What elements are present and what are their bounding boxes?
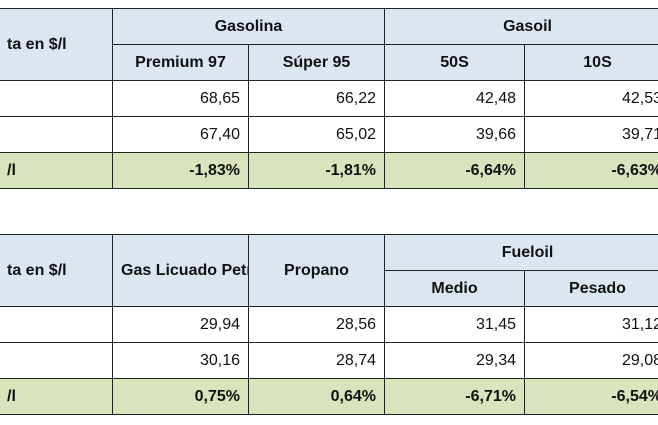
price-cell: 42,53: [524, 80, 658, 117]
price-cell: 29,34: [384, 342, 525, 379]
variation-cell: 0,64%: [248, 378, 385, 415]
variation-row: /l -1,83% -1,81% -6,64% -6,63%: [0, 152, 658, 189]
variation-cell: -6,54%: [524, 378, 658, 415]
price-cell: 39,66: [384, 116, 526, 153]
fuel-price-table-gasolina-gasoil: ta en $/l Gasolina Gasoil Premium 97 Súp…: [0, 8, 658, 189]
column-header-gas-licuado-petroleo: Gas Licuado Petróleo: [112, 234, 249, 307]
corner-header: ta en $/l: [0, 234, 113, 307]
row-label: [0, 306, 113, 343]
column-header-50s: 50S: [384, 44, 526, 81]
column-header-pesado: Pesado: [524, 270, 658, 307]
price-cell: 29,94: [112, 306, 249, 343]
price-cell: 31,45: [384, 306, 525, 343]
column-header-propano: Propano: [248, 234, 385, 307]
price-cell: 31,12: [524, 306, 658, 343]
price-cell: 28,56: [248, 306, 385, 343]
table-row: 30,16 28,74 29,34 29,08: [0, 342, 658, 379]
price-cell: 65,02: [247, 116, 386, 153]
group-header-gasoil: Gasoil: [384, 8, 658, 45]
variation-label: /l: [0, 378, 113, 415]
group-header-gasolina: Gasolina: [111, 8, 386, 45]
variation-cell: -6,64%: [384, 152, 526, 189]
corner-header: ta en $/l: [0, 8, 113, 81]
group-header-fueloil: Fueloil: [384, 234, 658, 271]
row-label: [0, 116, 113, 153]
variation-cell: -1,81%: [247, 152, 386, 189]
variation-cell: -1,83%: [112, 152, 249, 189]
row-label: [0, 80, 113, 117]
variation-row: /l 0,75% 0,64% -6,71% -6,54%: [0, 378, 658, 415]
fuel-price-table-glp-fueloil: ta en $/l Gas Licuado Petróleo Propano F…: [0, 234, 658, 415]
column-header-premium-97: Premium 97: [112, 44, 249, 81]
price-cell: 66,22: [247, 80, 386, 117]
row-label: [0, 342, 113, 379]
table-row: 68,65 66,22 42,48 42,53: [0, 80, 658, 117]
price-cell: 42,48: [384, 80, 526, 117]
variation-cell: -6,71%: [384, 378, 525, 415]
variation-cell: -6,63%: [524, 152, 658, 189]
column-header-super-95: Súper 95: [247, 44, 386, 81]
price-cell: 68,65: [112, 80, 249, 117]
price-cell: 39,71: [524, 116, 658, 153]
price-cell: 67,40: [112, 116, 249, 153]
price-cell: 28,74: [248, 342, 385, 379]
table-row: 67,40 65,02 39,66 39,71: [0, 116, 658, 153]
price-cell: 29,08: [524, 342, 658, 379]
column-header-10s: 10S: [524, 44, 658, 81]
table-row: 29,94 28,56 31,45 31,12: [0, 306, 658, 343]
variation-cell: 0,75%: [112, 378, 249, 415]
column-header-medio: Medio: [384, 270, 525, 307]
price-cell: 30,16: [112, 342, 249, 379]
variation-label: /l: [0, 152, 113, 189]
